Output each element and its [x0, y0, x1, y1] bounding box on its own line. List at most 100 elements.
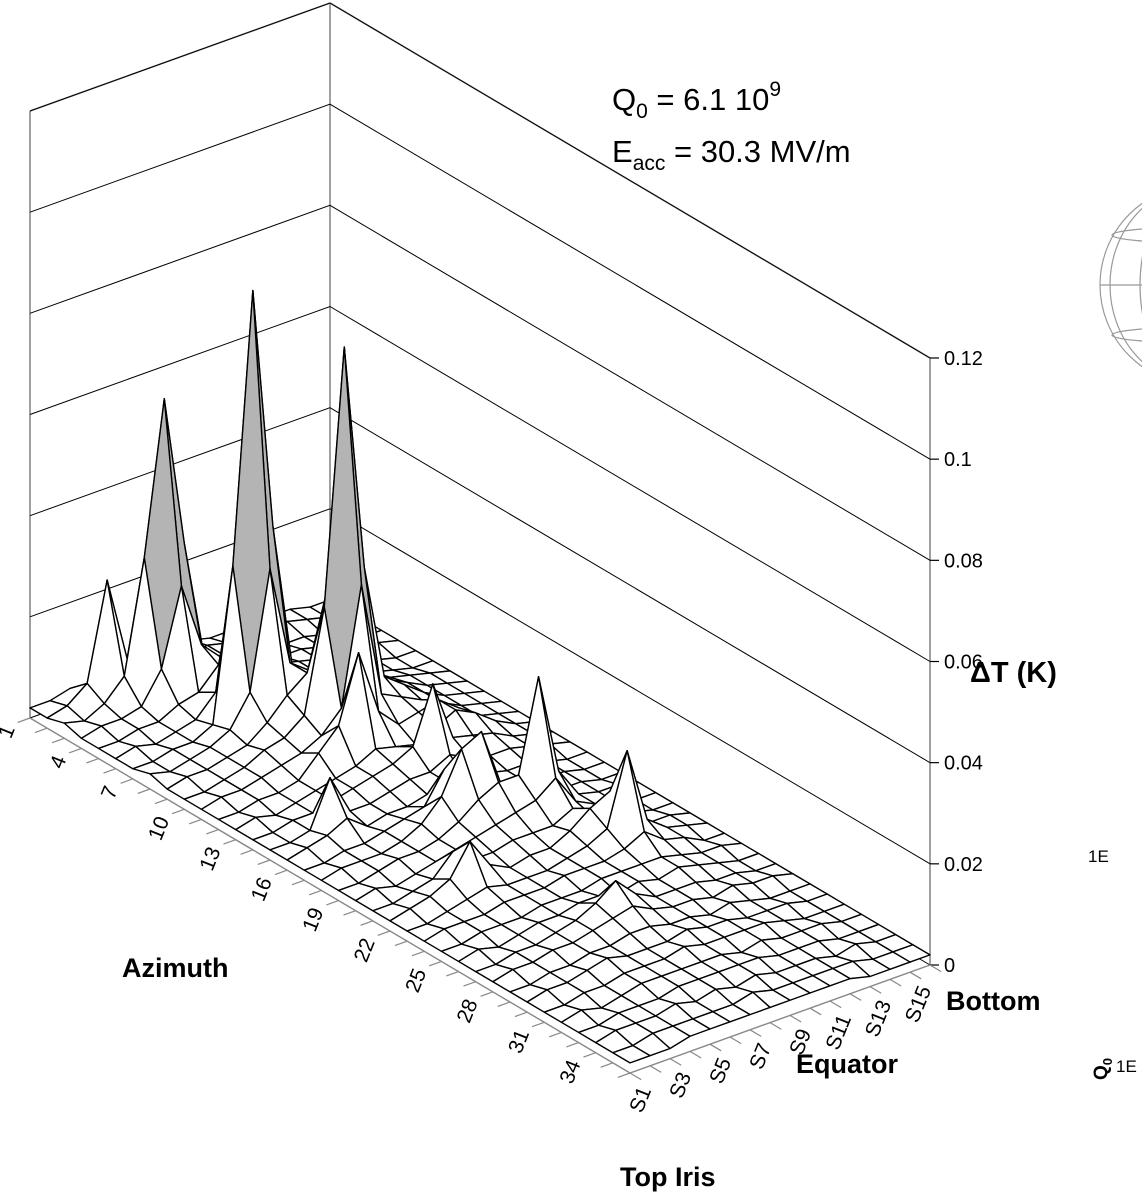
- x-axis-label: Azimuth: [122, 953, 228, 983]
- side-text: 1E: [1116, 1057, 1137, 1076]
- y-axis-label: Top Iris: [620, 1162, 716, 1192]
- side-axis-label-main: Q: [1091, 1065, 1112, 1080]
- x-tick-label: 31: [504, 1026, 534, 1056]
- y-tick: [889, 978, 902, 987]
- x-tick-label: 22: [350, 935, 380, 965]
- plot: 0 0.02 0.04 0.06 0.08 0.1 0.12 1 4 7 10 13 16 19 22 25 2…: [0, 2, 983, 1116]
- annotation-sup: 9: [769, 78, 781, 101]
- x-tick-label: 1: [0, 722, 20, 741]
- x-tick: [206, 829, 219, 835]
- z-axis-label: ΔT (K): [970, 657, 1057, 689]
- side-figure: [1099, 202, 1142, 368]
- y-tick: [769, 1022, 782, 1030]
- x-tick-label: 34: [555, 1056, 585, 1087]
- y-axis-label: Bottom: [946, 986, 1040, 1016]
- x-tick: [343, 910, 356, 916]
- x-tick: [34, 727, 48, 734]
- x-tick: [68, 747, 82, 754]
- x-tick: [360, 920, 374, 926]
- y-tick: [709, 1043, 722, 1052]
- x-tick-label: 16: [247, 874, 277, 904]
- y-tick: [929, 964, 942, 973]
- x-tick: [531, 1021, 545, 1028]
- x-tick: [86, 758, 99, 764]
- x-tick-label: 10: [144, 813, 174, 843]
- x-tick: [154, 798, 168, 805]
- x-tick: [308, 889, 322, 896]
- y-tick-label: S5: [705, 1055, 736, 1087]
- x-tick: [548, 1031, 562, 1038]
- y-tick: [729, 1036, 742, 1045]
- x-tick: [291, 879, 305, 886]
- y-tick: [829, 1000, 842, 1009]
- x-tick: [617, 1072, 631, 1078]
- x-tick: [428, 960, 442, 967]
- x-tick: [223, 839, 236, 845]
- x-tick-label: 13: [195, 844, 225, 874]
- x-tick-label: 25: [401, 965, 431, 995]
- annotation-part: E: [612, 134, 633, 169]
- x-tick-label: 7: [97, 783, 123, 802]
- z-tick-label: 0.06: [944, 652, 983, 674]
- sphere-parallel: [1111, 328, 1142, 342]
- annotation-sub: 0: [636, 100, 648, 123]
- y-axis-label: Equator: [796, 1049, 898, 1079]
- annotation: Eacc = 30.3 MV/m: [612, 134, 851, 175]
- x-tick: [566, 1042, 579, 1048]
- x-tick-label: 4: [46, 752, 72, 772]
- x-tick: [480, 991, 494, 997]
- y-tick-label: S11: [821, 1011, 856, 1053]
- z-tick-label: 0.04: [944, 753, 983, 775]
- y-tick-label: S15: [901, 983, 936, 1026]
- sphere-parallel: [1111, 228, 1142, 242]
- z-tick-label: 0.02: [944, 854, 983, 876]
- side-text: 1E: [1088, 847, 1109, 866]
- x-tick: [583, 1052, 596, 1058]
- x-tick: [240, 849, 254, 855]
- x-tick: [377, 930, 391, 936]
- x-tick: [411, 950, 425, 957]
- grid-line: [29, 204, 931, 561]
- y-axis-line: [629, 964, 931, 1074]
- x-axis-line: [29, 717, 631, 1074]
- x-tick: [17, 717, 31, 723]
- x-tick: [137, 788, 151, 794]
- y-tick: [789, 1014, 802, 1023]
- z-tick-label: 0: [944, 955, 955, 977]
- grid-line: [29, 407, 931, 764]
- grid-line: [29, 305, 931, 662]
- x-tick-label: 19: [298, 905, 328, 935]
- annotation: Q0 = 6.1 109: [612, 78, 781, 123]
- x-tick: [257, 859, 271, 865]
- annotation-sub: acc: [633, 152, 666, 175]
- side-axis-label-sub: 0: [1100, 1058, 1115, 1065]
- x-tick: [497, 1001, 511, 1007]
- z-tick-label: 0.1: [944, 449, 972, 471]
- x-tick: [463, 981, 476, 987]
- x-tick: [274, 869, 288, 876]
- grid-line: [29, 508, 931, 865]
- surface-cell: [612, 1044, 651, 1064]
- annotation-part: = 30.3 MV/m: [665, 134, 850, 169]
- z-tick-label: 0.08: [944, 550, 983, 572]
- z-tick-label: 0.12: [944, 348, 983, 370]
- y-tick-label: S1: [625, 1083, 656, 1115]
- side-axis-label: Q0: [1091, 1058, 1115, 1080]
- x-tick: [326, 900, 339, 906]
- y-tick: [649, 1065, 662, 1073]
- y-tick: [869, 986, 882, 994]
- x-tick: [51, 737, 65, 744]
- x-tick: [600, 1062, 614, 1068]
- annotation-part: Q: [612, 82, 636, 117]
- x-tick: [446, 971, 459, 977]
- y-tick: [849, 993, 862, 1001]
- y-tick-label: S3: [665, 1069, 696, 1101]
- x-tick: [394, 940, 408, 947]
- y-tick: [749, 1029, 762, 1037]
- grid-line: [29, 2, 931, 359]
- x-tick: [120, 778, 134, 784]
- x-tick: [171, 808, 185, 815]
- y-tick: [629, 1072, 642, 1081]
- x-tick: [103, 768, 116, 774]
